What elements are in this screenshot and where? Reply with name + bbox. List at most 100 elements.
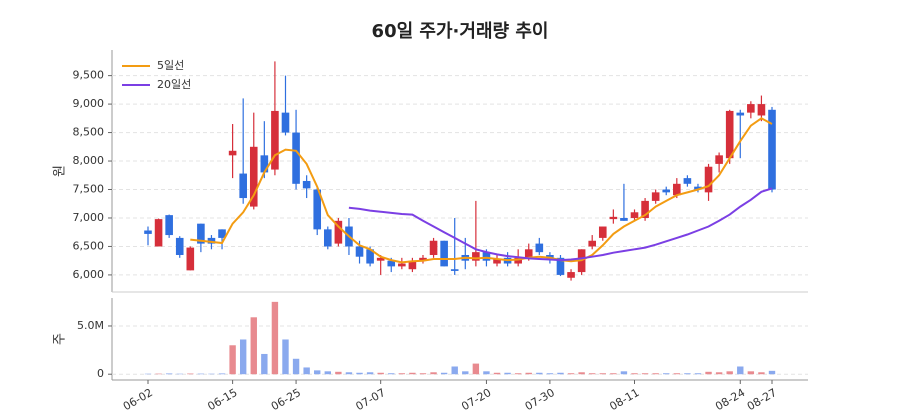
volume-bar — [652, 373, 659, 375]
candle-body — [725, 110, 734, 159]
volume-bar — [705, 371, 712, 375]
candle-body — [175, 237, 184, 255]
candle-body — [535, 243, 544, 253]
candle-body — [546, 254, 554, 258]
candle-body — [239, 173, 247, 199]
candle-body — [493, 258, 501, 264]
volume-bar — [673, 373, 681, 375]
volume-bar — [229, 345, 236, 375]
volume-bar — [377, 372, 384, 375]
volume-bar — [758, 372, 765, 375]
volume-bar — [335, 371, 342, 375]
x-tick-label: 08-11 — [607, 386, 641, 413]
x-tick-label: 06-25 — [269, 386, 303, 413]
volume-bar — [589, 373, 596, 375]
x-tick-label: 07-07 — [353, 386, 387, 413]
volume-bar — [599, 373, 606, 375]
candle-body — [673, 183, 681, 196]
candle-body — [281, 112, 290, 133]
candle-body — [154, 219, 163, 247]
y-axis-label: 원 — [53, 165, 68, 177]
candle-body — [715, 155, 723, 164]
volume-bar — [324, 371, 331, 375]
candle-body — [704, 166, 713, 193]
volume-bar — [663, 373, 670, 375]
volume-bar — [472, 363, 480, 375]
candle-body — [482, 252, 491, 261]
candle-body — [387, 260, 396, 267]
candle-body — [609, 216, 618, 220]
candle-body — [218, 229, 226, 238]
volume-bar — [462, 371, 469, 375]
candle-body — [429, 240, 438, 255]
volume-bar — [409, 372, 416, 375]
volume-bar — [239, 339, 247, 375]
volume-bar — [768, 370, 776, 375]
volume-bar — [314, 370, 321, 375]
candle-body — [651, 192, 660, 201]
volume-bar — [504, 372, 511, 375]
candle-body — [376, 257, 385, 261]
volume-bar — [641, 373, 649, 375]
candle-body — [736, 112, 745, 116]
volume-bar — [694, 373, 702, 375]
y-tick-label: 6,000 — [73, 268, 105, 281]
legend-label: 5일선 — [157, 58, 184, 72]
x-tick-label: 07-30 — [523, 386, 557, 413]
volume-bar — [451, 366, 458, 375]
candle-body — [450, 269, 459, 271]
candle-body — [398, 263, 406, 267]
volume-bar — [557, 372, 564, 375]
volume-bar — [250, 317, 257, 375]
volume-bar — [737, 366, 744, 375]
volume-bar — [440, 372, 448, 375]
volume-bar — [271, 301, 279, 375]
candle-body — [292, 132, 300, 184]
candle-body — [355, 246, 364, 257]
volume-bar — [282, 339, 289, 375]
candle-body — [757, 104, 766, 116]
volume-bar — [610, 373, 617, 375]
candle-body — [419, 257, 427, 261]
volume-bar — [525, 372, 532, 375]
volume-bar — [292, 358, 300, 375]
volume-bar — [261, 353, 268, 375]
y-tick-label: 5.0M — [77, 319, 104, 332]
volume-bar — [546, 373, 554, 375]
candle-body — [747, 104, 755, 113]
y-tick-label: 9,000 — [73, 97, 105, 110]
candle-body — [186, 247, 195, 271]
volume-bar — [398, 373, 406, 375]
y-tick-label: 7,000 — [73, 211, 105, 224]
candle-body — [260, 155, 269, 173]
candle-body — [768, 109, 776, 190]
candle-body — [271, 110, 279, 170]
chart-title: 60일 주가·거래량 추이 — [372, 21, 549, 42]
candle-body — [228, 150, 237, 156]
candle-body — [683, 178, 692, 184]
candle-body — [197, 223, 205, 244]
candle-body — [556, 257, 565, 275]
candle-body — [323, 229, 332, 247]
candle-body — [249, 146, 258, 207]
candle-body — [207, 237, 216, 244]
volume-bar — [388, 373, 395, 375]
candle-body — [472, 252, 480, 261]
x-tick-label: 08-27 — [745, 386, 779, 413]
volume-bar — [726, 371, 733, 375]
candle-body — [366, 249, 374, 264]
candle-body — [588, 240, 597, 247]
candle-body — [630, 212, 639, 218]
legend-label: 20일선 — [157, 77, 191, 91]
volume-bar — [356, 372, 363, 375]
ma-line — [190, 117, 773, 264]
volume-bar — [155, 373, 162, 375]
volume-bar — [747, 371, 755, 375]
volume-bar — [631, 373, 638, 375]
candle-body — [144, 230, 152, 234]
volume-bar — [303, 367, 310, 375]
volume-bar — [536, 372, 543, 375]
y-tick-label: 6,500 — [73, 239, 105, 252]
volume-bar — [430, 372, 437, 375]
